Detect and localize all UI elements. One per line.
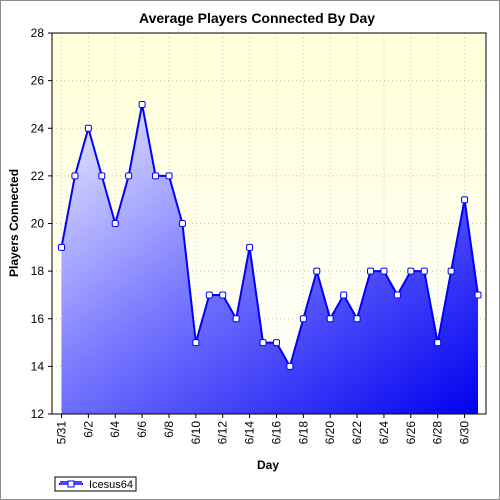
y-tick-label: 18	[31, 264, 45, 278]
legend: Icesus64	[54, 476, 137, 492]
series-line	[60, 103, 479, 368]
data-point	[84, 124, 92, 132]
data-point	[380, 267, 388, 275]
data-points	[58, 100, 482, 370]
data-point	[407, 267, 415, 275]
data-point	[58, 243, 65, 251]
y-tick-label: 12	[31, 407, 45, 421]
y-tick-label: 16	[31, 312, 45, 326]
x-tick-label: 6/24	[377, 421, 391, 445]
series-area	[61, 104, 478, 414]
y-tick-label: 22	[31, 169, 45, 183]
x-tick-label: 6/4	[108, 421, 122, 438]
x-tick-label: 6/30	[458, 421, 472, 445]
legend-swatch-marker	[67, 480, 75, 488]
x-tick-label: 6/16	[269, 421, 283, 445]
data-point	[219, 291, 227, 299]
data-point	[313, 267, 321, 275]
data-point	[205, 291, 213, 299]
x-axis-label: Day	[257, 458, 279, 472]
area-fill	[61, 104, 478, 414]
data-point	[326, 315, 334, 323]
data-point	[71, 172, 79, 180]
x-tick-label: 6/6	[135, 421, 149, 438]
x-tick-label: 6/20	[323, 421, 337, 445]
data-point	[138, 100, 146, 108]
data-point	[447, 267, 455, 275]
x-tick-label: 6/14	[243, 421, 257, 445]
data-point	[192, 339, 200, 347]
data-point	[367, 267, 375, 275]
data-point	[246, 243, 254, 251]
x-tick-label: 6/26	[404, 421, 418, 445]
data-point	[232, 315, 240, 323]
data-point	[272, 339, 280, 347]
data-point	[152, 172, 160, 180]
data-point	[165, 172, 173, 180]
legend-label: Icesus64	[89, 479, 133, 491]
data-point	[111, 220, 119, 227]
data-point	[420, 267, 428, 275]
data-point	[474, 291, 482, 299]
y-tick-label: 20	[31, 217, 45, 231]
data-point	[125, 172, 133, 180]
x-tick-label: 6/28	[431, 421, 445, 445]
series-polyline	[60, 103, 479, 368]
data-point	[393, 291, 401, 299]
x-tick-label: 6/2	[81, 421, 95, 438]
y-axis-ticks: 12 14 16 18 20 22 24 26 28	[31, 26, 52, 421]
data-point	[259, 339, 267, 347]
data-point	[340, 291, 348, 299]
data-point	[353, 315, 361, 323]
data-point	[98, 172, 106, 180]
x-tick-label: 6/22	[350, 421, 364, 445]
y-tick-label: 28	[31, 26, 45, 40]
x-tick-label: 6/18	[296, 421, 310, 445]
chart-title: Average Players Connected By Day	[139, 10, 375, 26]
x-tick-label: 6/12	[216, 421, 230, 445]
data-point	[461, 196, 469, 204]
legend-box	[54, 476, 137, 492]
x-tick-label: 5/31	[55, 421, 69, 445]
data-point	[434, 339, 442, 347]
y-axis-label: Players Connected	[7, 169, 21, 277]
x-tick-label: 6/8	[162, 421, 176, 438]
x-axis-ticks: 5/31 6/2 6/4 6/6 6/8 6/10 6/12 6/14 6/16 6/18 6/20…	[55, 414, 472, 444]
data-point	[286, 362, 294, 370]
y-tick-label: 24	[31, 121, 45, 135]
y-tick-label: 14	[31, 359, 45, 373]
data-point	[299, 315, 307, 323]
data-point	[178, 220, 186, 227]
y-tick-label: 26	[31, 74, 45, 88]
x-tick-label: 6/10	[189, 421, 203, 445]
